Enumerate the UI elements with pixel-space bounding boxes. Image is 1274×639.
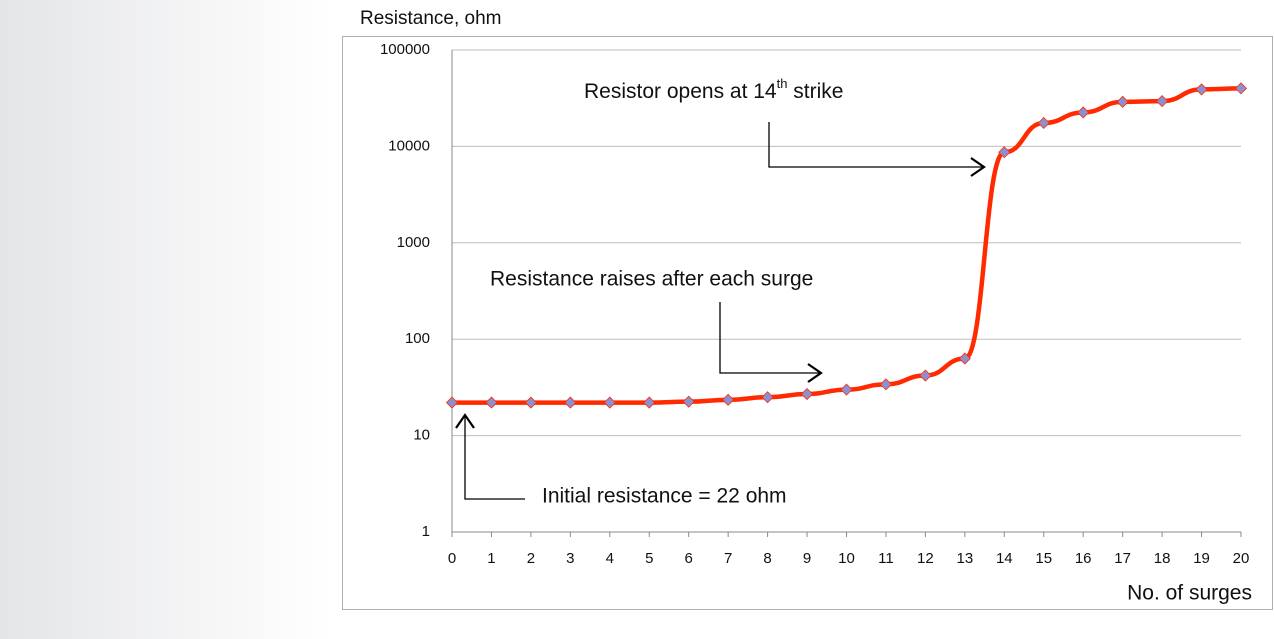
marker <box>722 393 735 406</box>
x-tick-label: 2 <box>527 550 535 567</box>
annotation-sup: th <box>777 76 788 91</box>
x-tick-label: 17 <box>1114 550 1131 567</box>
x-tick-label: 4 <box>606 550 614 567</box>
marker <box>761 391 774 404</box>
marker <box>919 369 932 382</box>
chart-frame <box>342 36 1273 610</box>
marker <box>1037 116 1050 130</box>
marker <box>958 352 971 365</box>
y-tick-label: 100000 <box>380 41 430 58</box>
x-tick-label: 10 <box>838 550 855 567</box>
y-tick-label: 10000 <box>388 137 430 154</box>
x-tick-label: 19 <box>1193 550 1210 567</box>
x-tick-label: 9 <box>803 550 811 567</box>
marker <box>840 383 853 396</box>
y-tick-label: 100 <box>405 330 430 347</box>
x-tick-label: 1 <box>487 550 495 567</box>
arrow <box>768 122 983 168</box>
x-tick-label: 15 <box>1035 550 1052 567</box>
x-tick-label: 20 <box>1233 550 1250 567</box>
marker <box>564 396 577 409</box>
marker <box>1116 95 1129 108</box>
x-tick-label: 7 <box>724 550 732 567</box>
x-tick-label: 16 <box>1075 550 1092 567</box>
marker <box>1234 82 1248 95</box>
arrow-head <box>455 413 475 429</box>
marker <box>603 396 616 409</box>
marker <box>1156 95 1169 108</box>
x-tick-label: 12 <box>917 550 934 567</box>
y-tick-label: 1000 <box>397 234 430 251</box>
x-tick-label: 13 <box>957 550 974 567</box>
x-tick-label: 18 <box>1154 550 1171 567</box>
annotation: Resistor opens at 14th strike <box>584 76 843 102</box>
marker <box>445 396 459 409</box>
series-line <box>451 86 1242 405</box>
arrow <box>464 416 525 500</box>
side-panel <box>0 0 330 639</box>
arrow-head <box>970 157 986 177</box>
marker <box>800 387 814 401</box>
x-tick-label: 8 <box>763 550 771 567</box>
x-tick-label: 3 <box>566 550 574 567</box>
x-tick-label: 11 <box>878 550 894 567</box>
marker <box>1077 106 1090 119</box>
arrow <box>719 302 820 374</box>
annotations: Resistor opens at 14th strike Resistance… <box>455 76 986 508</box>
y-axis-label: Resistance, ohm <box>360 8 502 29</box>
marker <box>643 396 656 409</box>
x-tick-label: 0 <box>448 550 456 567</box>
marker <box>485 396 498 409</box>
annotation-text: Resistor opens at 14 <box>584 80 777 103</box>
x-tick-label: 5 <box>645 550 653 567</box>
arrow-head <box>807 363 823 383</box>
x-tick-label: 6 <box>685 550 693 567</box>
y-tick-label: 10 <box>413 427 430 444</box>
x-tick-label: 14 <box>996 550 1013 567</box>
annotation-text: strike <box>787 80 843 103</box>
y-tick-label: 1 <box>422 523 430 540</box>
marker <box>1195 83 1208 96</box>
marker <box>682 395 695 408</box>
annotation: Initial resistance = 22 ohm <box>542 485 787 508</box>
annotation: Resistance raises after each surge <box>490 268 813 291</box>
marker <box>998 146 1011 159</box>
marker <box>524 396 537 409</box>
marker <box>879 378 893 391</box>
x-axis-label: No. of surges <box>1127 582 1252 605</box>
